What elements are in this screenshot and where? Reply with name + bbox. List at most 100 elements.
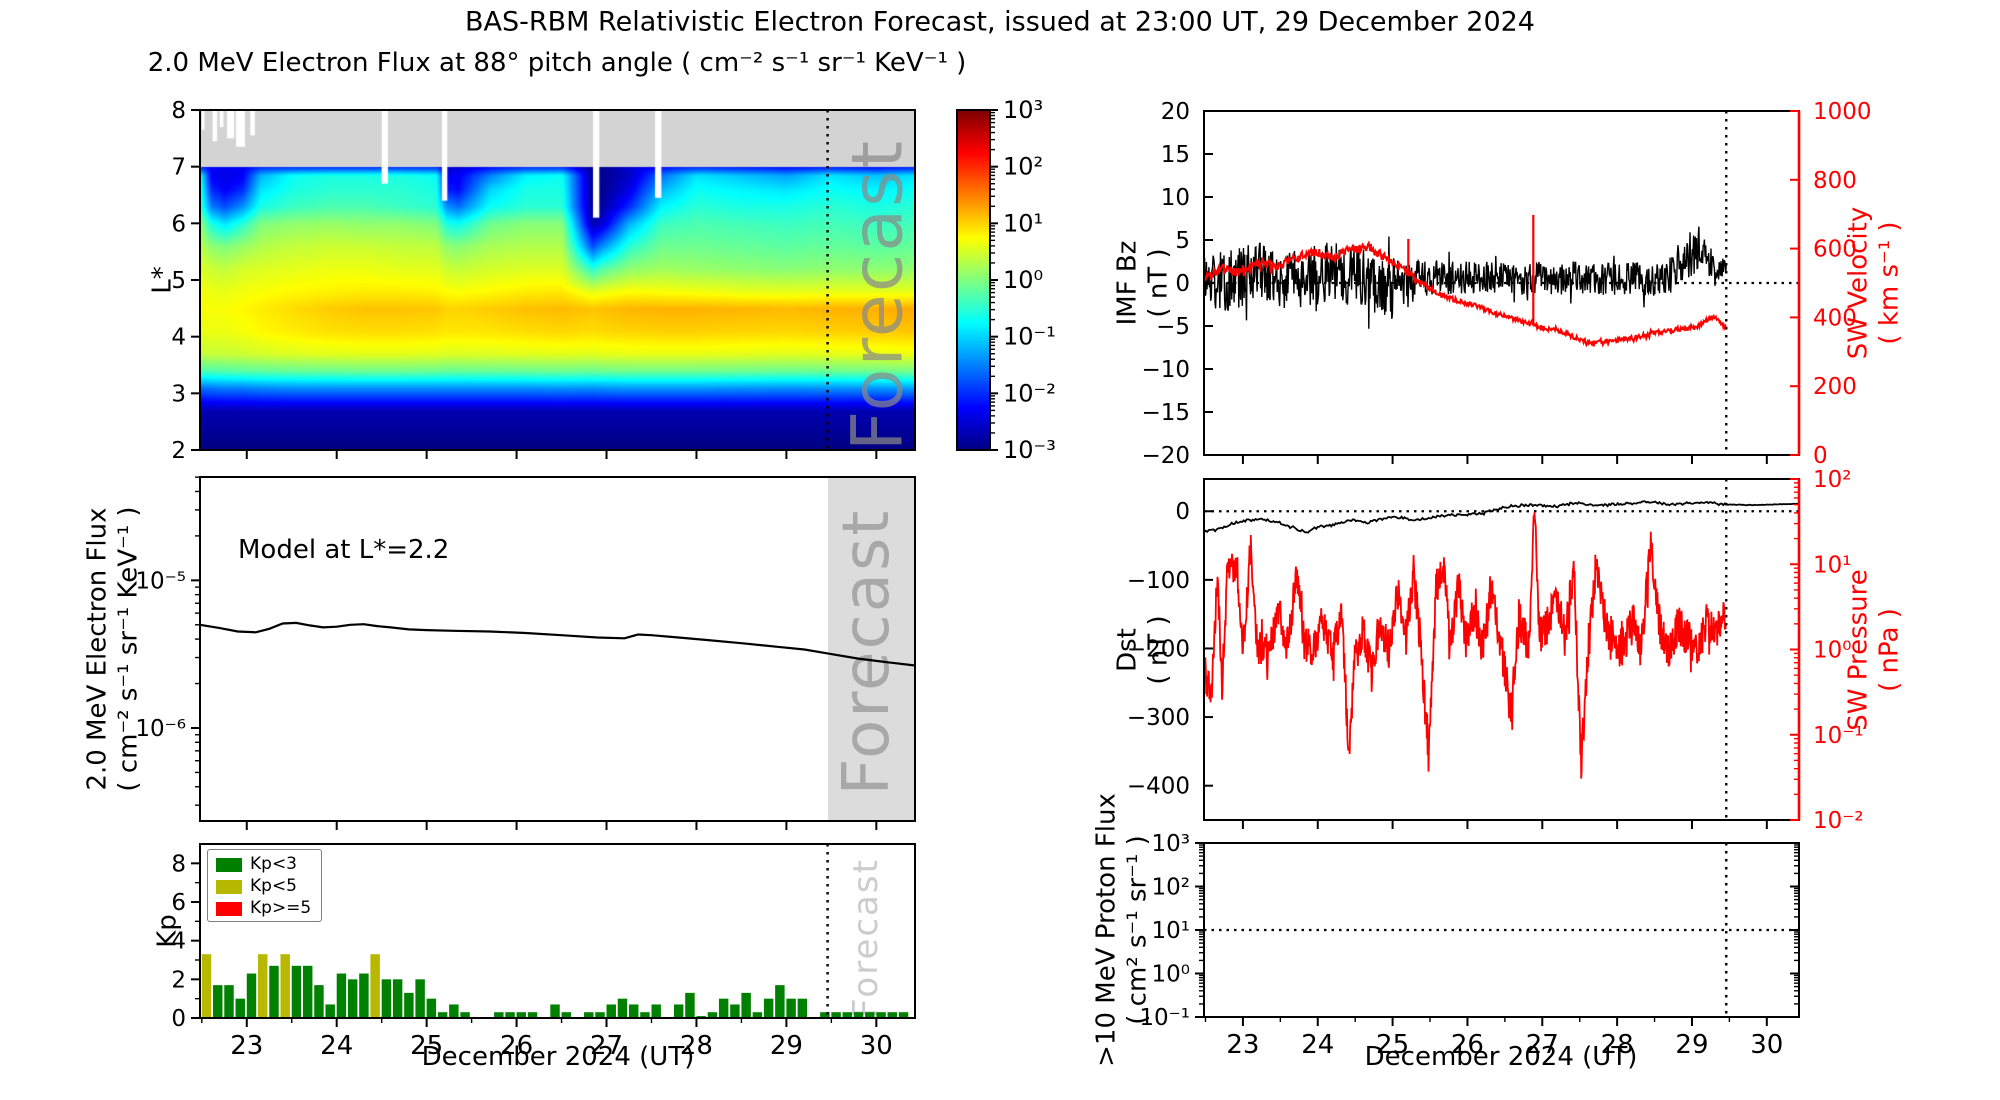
kp-bar: [235, 998, 245, 1018]
legend-item-kp-lt5: Kp<5: [216, 878, 311, 895]
pressure-axis-label-line1: SW Pressure: [1843, 569, 1874, 731]
velocity-axis-label-line1: SW Velocity: [1843, 206, 1874, 360]
kp-bar: [269, 965, 279, 1018]
dst-axis-label-line2: ( nT ): [1143, 615, 1173, 685]
tick-label: 10²: [1152, 875, 1191, 901]
kp-bar: [302, 965, 313, 1018]
kp-bar: [898, 1012, 909, 1018]
bz-axis-label: IMF Bz ( nT ): [1112, 241, 1173, 326]
legend-label: Kp<3: [250, 854, 297, 874]
pressure-axis-label: SW Pressure ( nPa ): [1843, 569, 1904, 731]
kp-bar: [651, 1004, 661, 1018]
legend-label: Kp<5: [250, 876, 297, 896]
tick-label: 15: [1161, 142, 1190, 168]
forecast-watermark-flux: Forecast: [830, 508, 905, 796]
kp-bar: [718, 998, 729, 1018]
tick-label: 10¹: [1152, 918, 1191, 944]
legend-swatch-green: [216, 857, 242, 872]
tick-label: 23: [230, 1031, 263, 1061]
kp-bar: [752, 1012, 763, 1018]
xaxis-label-left: December 2024 (UT): [421, 1042, 695, 1072]
tick-label: 10: [1161, 185, 1190, 211]
kp-bar: [673, 1004, 684, 1018]
sw-velocity-line: [1203, 240, 1728, 348]
kp-bar: [685, 992, 695, 1018]
tick-label: 7: [171, 155, 186, 181]
kp-bar: [381, 979, 392, 1018]
flux-axis-label-line1: 2.0 MeV Electron Flux: [82, 507, 113, 791]
tick-label: 2: [171, 438, 186, 464]
kp-bar: [280, 954, 290, 1018]
tick-label: 0: [171, 1006, 186, 1032]
bz-frame: [1203, 110, 1800, 456]
kp-legend: Kp<3 Kp<5 Kp>=5: [207, 849, 323, 922]
tick-label: 10⁰: [1152, 962, 1191, 988]
tick-label: 200: [1813, 374, 1857, 400]
tick-label: 20: [1161, 99, 1190, 125]
kp-bar: [246, 973, 257, 1018]
colorbar-tick-label: 10⁻²: [1003, 379, 1056, 407]
tick-label: 10⁻²: [1813, 808, 1864, 834]
colorbar-tick-label: 10⁰: [1003, 266, 1043, 294]
legend-swatch-red: [216, 901, 242, 916]
proton-axis-label: >10 MeV Proton Flux ( cm² s⁻¹ sr⁻¹ ): [1091, 793, 1152, 1067]
kp-bar: [359, 973, 369, 1018]
kp-bar: [606, 1004, 616, 1018]
kp-bar: [314, 985, 324, 1018]
flux-axis-label-line2: ( cm⁻² s⁻¹ sr⁻¹ KeV⁻¹ ): [113, 506, 143, 792]
legend-swatch-olive: [216, 879, 242, 894]
legend-item-kp-lt3: Kp<3: [216, 856, 311, 873]
proton-frame: [1203, 842, 1800, 1018]
pressure-axis-label-line2: ( nPa ): [1874, 608, 1904, 692]
dst-frame: [1203, 478, 1800, 821]
legend-label: Kp>=5: [250, 898, 312, 918]
tick-label: 6: [171, 211, 186, 237]
kp-bar: [887, 1012, 898, 1018]
proton-axis-label-line1: >10 MeV Proton Flux: [1091, 793, 1122, 1067]
kp-bar: [426, 998, 437, 1018]
kp-bar: [775, 985, 785, 1018]
kp-bar: [741, 992, 751, 1018]
colorbar-tick-label: 10²: [1003, 153, 1043, 181]
kp-bar: [820, 1012, 830, 1018]
forecast-watermark-kp: Forecast: [845, 858, 886, 1018]
velocity-axis-label: SW Velocity ( km s⁻¹ ): [1843, 207, 1904, 359]
model-annotation: Model at L*=2.2: [238, 535, 450, 565]
tick-label: 23: [1226, 1030, 1259, 1060]
kp-bar: [707, 1012, 718, 1018]
spectrogram-title: 2.0 MeV Electron Flux at 88° pitch angle…: [147, 48, 967, 78]
kp-bar: [336, 973, 347, 1018]
colorbar-tick-label: 10³: [1003, 96, 1043, 124]
tick-label: 29: [1675, 1030, 1708, 1060]
tick-label: 800: [1813, 168, 1857, 194]
kp-bar: [494, 1012, 504, 1018]
kp-bar: [730, 1004, 740, 1018]
kp-axis-label: Kp: [152, 914, 183, 948]
tick-label: 30: [1750, 1030, 1783, 1060]
kp-bar: [392, 979, 403, 1018]
kp-bar: [224, 985, 234, 1018]
kp-bar: [449, 1004, 459, 1018]
kp-bar: [516, 1012, 527, 1018]
electron-flux-model-line: [199, 621, 916, 667]
kp-bar: [584, 1012, 594, 1018]
kp-bar: [325, 1004, 335, 1018]
kp-bar: [404, 992, 414, 1018]
dst-line: [1203, 500, 1800, 534]
kp-bar: [550, 1004, 560, 1018]
electron-flux-spectrogram: [200, 110, 915, 450]
tick-label: 0: [1813, 443, 1828, 469]
bz-axis-label-line2: ( nT ): [1143, 248, 1173, 318]
velocity-axis-label-line2: ( km s⁻¹ ): [1874, 221, 1904, 345]
kp-bar: [527, 1012, 538, 1018]
tick-label: 6: [171, 890, 186, 916]
tick-label: −100: [1127, 568, 1190, 594]
dst-axis-label: Dst ( nT ): [1112, 615, 1173, 684]
tick-label: 24: [1301, 1030, 1334, 1060]
kp-bar: [460, 1012, 470, 1018]
kp-bar: [696, 1016, 706, 1018]
kp-bar: [763, 998, 774, 1018]
kp-bar: [629, 1004, 639, 1018]
kp-bar: [505, 1012, 515, 1018]
dst-axis-label-line1: Dst: [1112, 628, 1143, 672]
